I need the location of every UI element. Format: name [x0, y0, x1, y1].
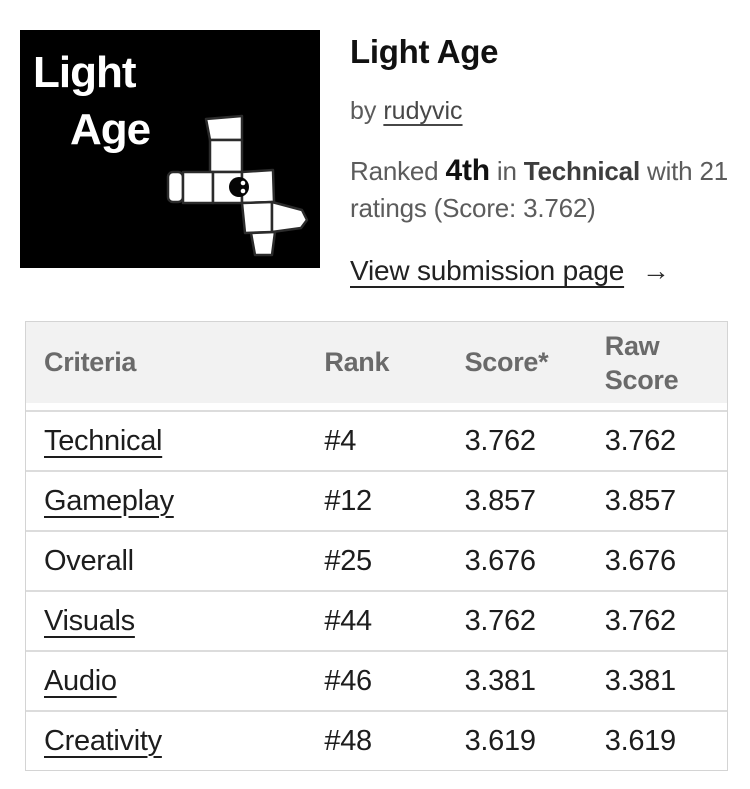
- rank-cell: #48: [324, 724, 372, 757]
- raw-score-cell: 3.762: [604, 424, 676, 457]
- thumbnail-art: Light Age: [20, 30, 320, 268]
- score-cell: 3.762: [464, 604, 536, 637]
- game-thumbnail: Light Age: [20, 30, 320, 268]
- score-cell: 3.857: [464, 484, 536, 517]
- rank-cell: #25: [324, 544, 372, 577]
- raw-score-cell: 3.857: [604, 484, 676, 517]
- view-submission-link[interactable]: View submission page: [350, 255, 625, 286]
- submission-header: Light Age Light Age by rudyvic Ranked 4t…: [0, 0, 750, 289]
- ranked-in-word: in: [496, 156, 517, 186]
- criteria-link-technical[interactable]: Technical: [44, 424, 163, 457]
- score-cell: 3.762: [464, 424, 536, 457]
- criteria-link-creativity[interactable]: Creativity: [44, 724, 162, 757]
- submission-info: Light Age by rudyvic Ranked 4th in Techn…: [350, 30, 730, 289]
- ranked-suffix: with 21 ratings (Score: 3.762): [350, 156, 728, 223]
- cube-net-art: [166, 114, 309, 257]
- table-header-row: Criteria Rank Score* Raw Score: [26, 322, 727, 410]
- by-label: by: [350, 97, 377, 125]
- ranked-category: Technical: [523, 156, 640, 186]
- criteria-link-gameplay[interactable]: Gameplay: [44, 484, 174, 517]
- view-submission-line: View submission page →: [350, 253, 730, 289]
- ranked-prefix: Ranked: [350, 156, 439, 186]
- table-row: Gameplay #12 3.857 3.857: [26, 470, 727, 530]
- column-header-score: Score*: [464, 347, 549, 377]
- column-header-criteria: Criteria: [44, 347, 137, 377]
- cube-eye-icon: [229, 177, 249, 197]
- column-header-rank: Rank: [324, 347, 390, 377]
- table-row: Overall #25 3.676 3.676: [26, 530, 727, 590]
- raw-score-cell: 3.762: [604, 604, 676, 637]
- rank-cell: #44: [324, 604, 372, 637]
- rank-value: 4th: [445, 154, 490, 187]
- score-cell: 3.619: [464, 724, 536, 757]
- results-table: Criteria Rank Score* Raw Score Technical…: [25, 321, 728, 771]
- rank-cell: #12: [324, 484, 372, 517]
- raw-score-cell: 3.381: [604, 664, 676, 697]
- column-header-raw-score: Raw Score: [604, 330, 679, 395]
- table-row: Visuals #44 3.762 3.762: [26, 590, 727, 650]
- table-row: Technical #4 3.762 3.762: [26, 410, 727, 470]
- table-row: Creativity #48 3.619 3.619: [26, 710, 727, 770]
- thumbnail-title-line1: Light: [33, 48, 137, 97]
- criteria-label-overall: Overall: [44, 544, 134, 577]
- right-arrow-icon: →: [641, 255, 670, 286]
- criteria-link-audio[interactable]: Audio: [44, 664, 117, 697]
- score-cell: 3.676: [464, 544, 536, 577]
- score-cell: 3.381: [464, 664, 536, 697]
- author-link[interactable]: rudyvic: [383, 97, 463, 125]
- byline: by rudyvic: [350, 94, 730, 128]
- criteria-link-visuals[interactable]: Visuals: [44, 604, 135, 637]
- rank-cell: #4: [324, 424, 357, 457]
- thumbnail-title-line2: Age: [70, 105, 150, 154]
- rank-cell: #46: [324, 664, 372, 697]
- page-title: Light Age: [350, 33, 499, 70]
- raw-score-cell: 3.676: [604, 544, 676, 577]
- table-row: Audio #46 3.381 3.381: [26, 650, 727, 710]
- raw-score-cell: 3.619: [604, 724, 676, 757]
- ranked-summary: Ranked 4th in Technical with 21 ratings …: [350, 152, 730, 227]
